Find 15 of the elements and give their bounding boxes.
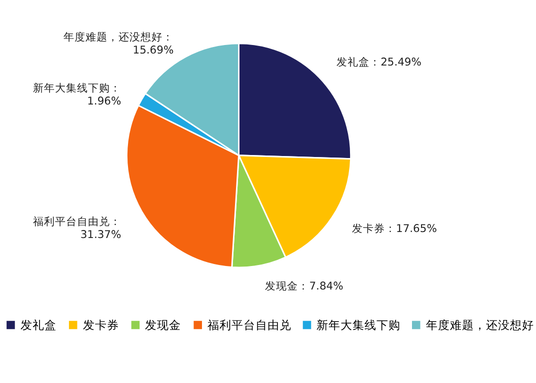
text: 31.37% bbox=[80, 228, 122, 241]
category-label: 新年大集线下购： bbox=[33, 82, 122, 95]
text: 15.69% bbox=[132, 43, 174, 56]
legend-label: 发现金 bbox=[145, 318, 182, 332]
category-label: 发礼盒：25.49% bbox=[336, 55, 422, 68]
legend-label: 新年大集线下购 bbox=[316, 318, 401, 332]
text: 1.96% bbox=[87, 94, 122, 108]
legend-label: 发礼盒 bbox=[20, 318, 56, 332]
legend-label: 发卡券 bbox=[82, 318, 119, 332]
legend-label: 福利平台自由兑 bbox=[208, 318, 292, 332]
category-label: 福利平台自由兑： bbox=[33, 215, 122, 228]
category-label: 发卡券：17.65% bbox=[352, 222, 437, 236]
category-label: 年度难题，还没想好： bbox=[64, 30, 174, 44]
category-label: 发现金：7.84% bbox=[265, 280, 344, 293]
legend-label: 年度难题，还没想好 bbox=[426, 318, 534, 332]
